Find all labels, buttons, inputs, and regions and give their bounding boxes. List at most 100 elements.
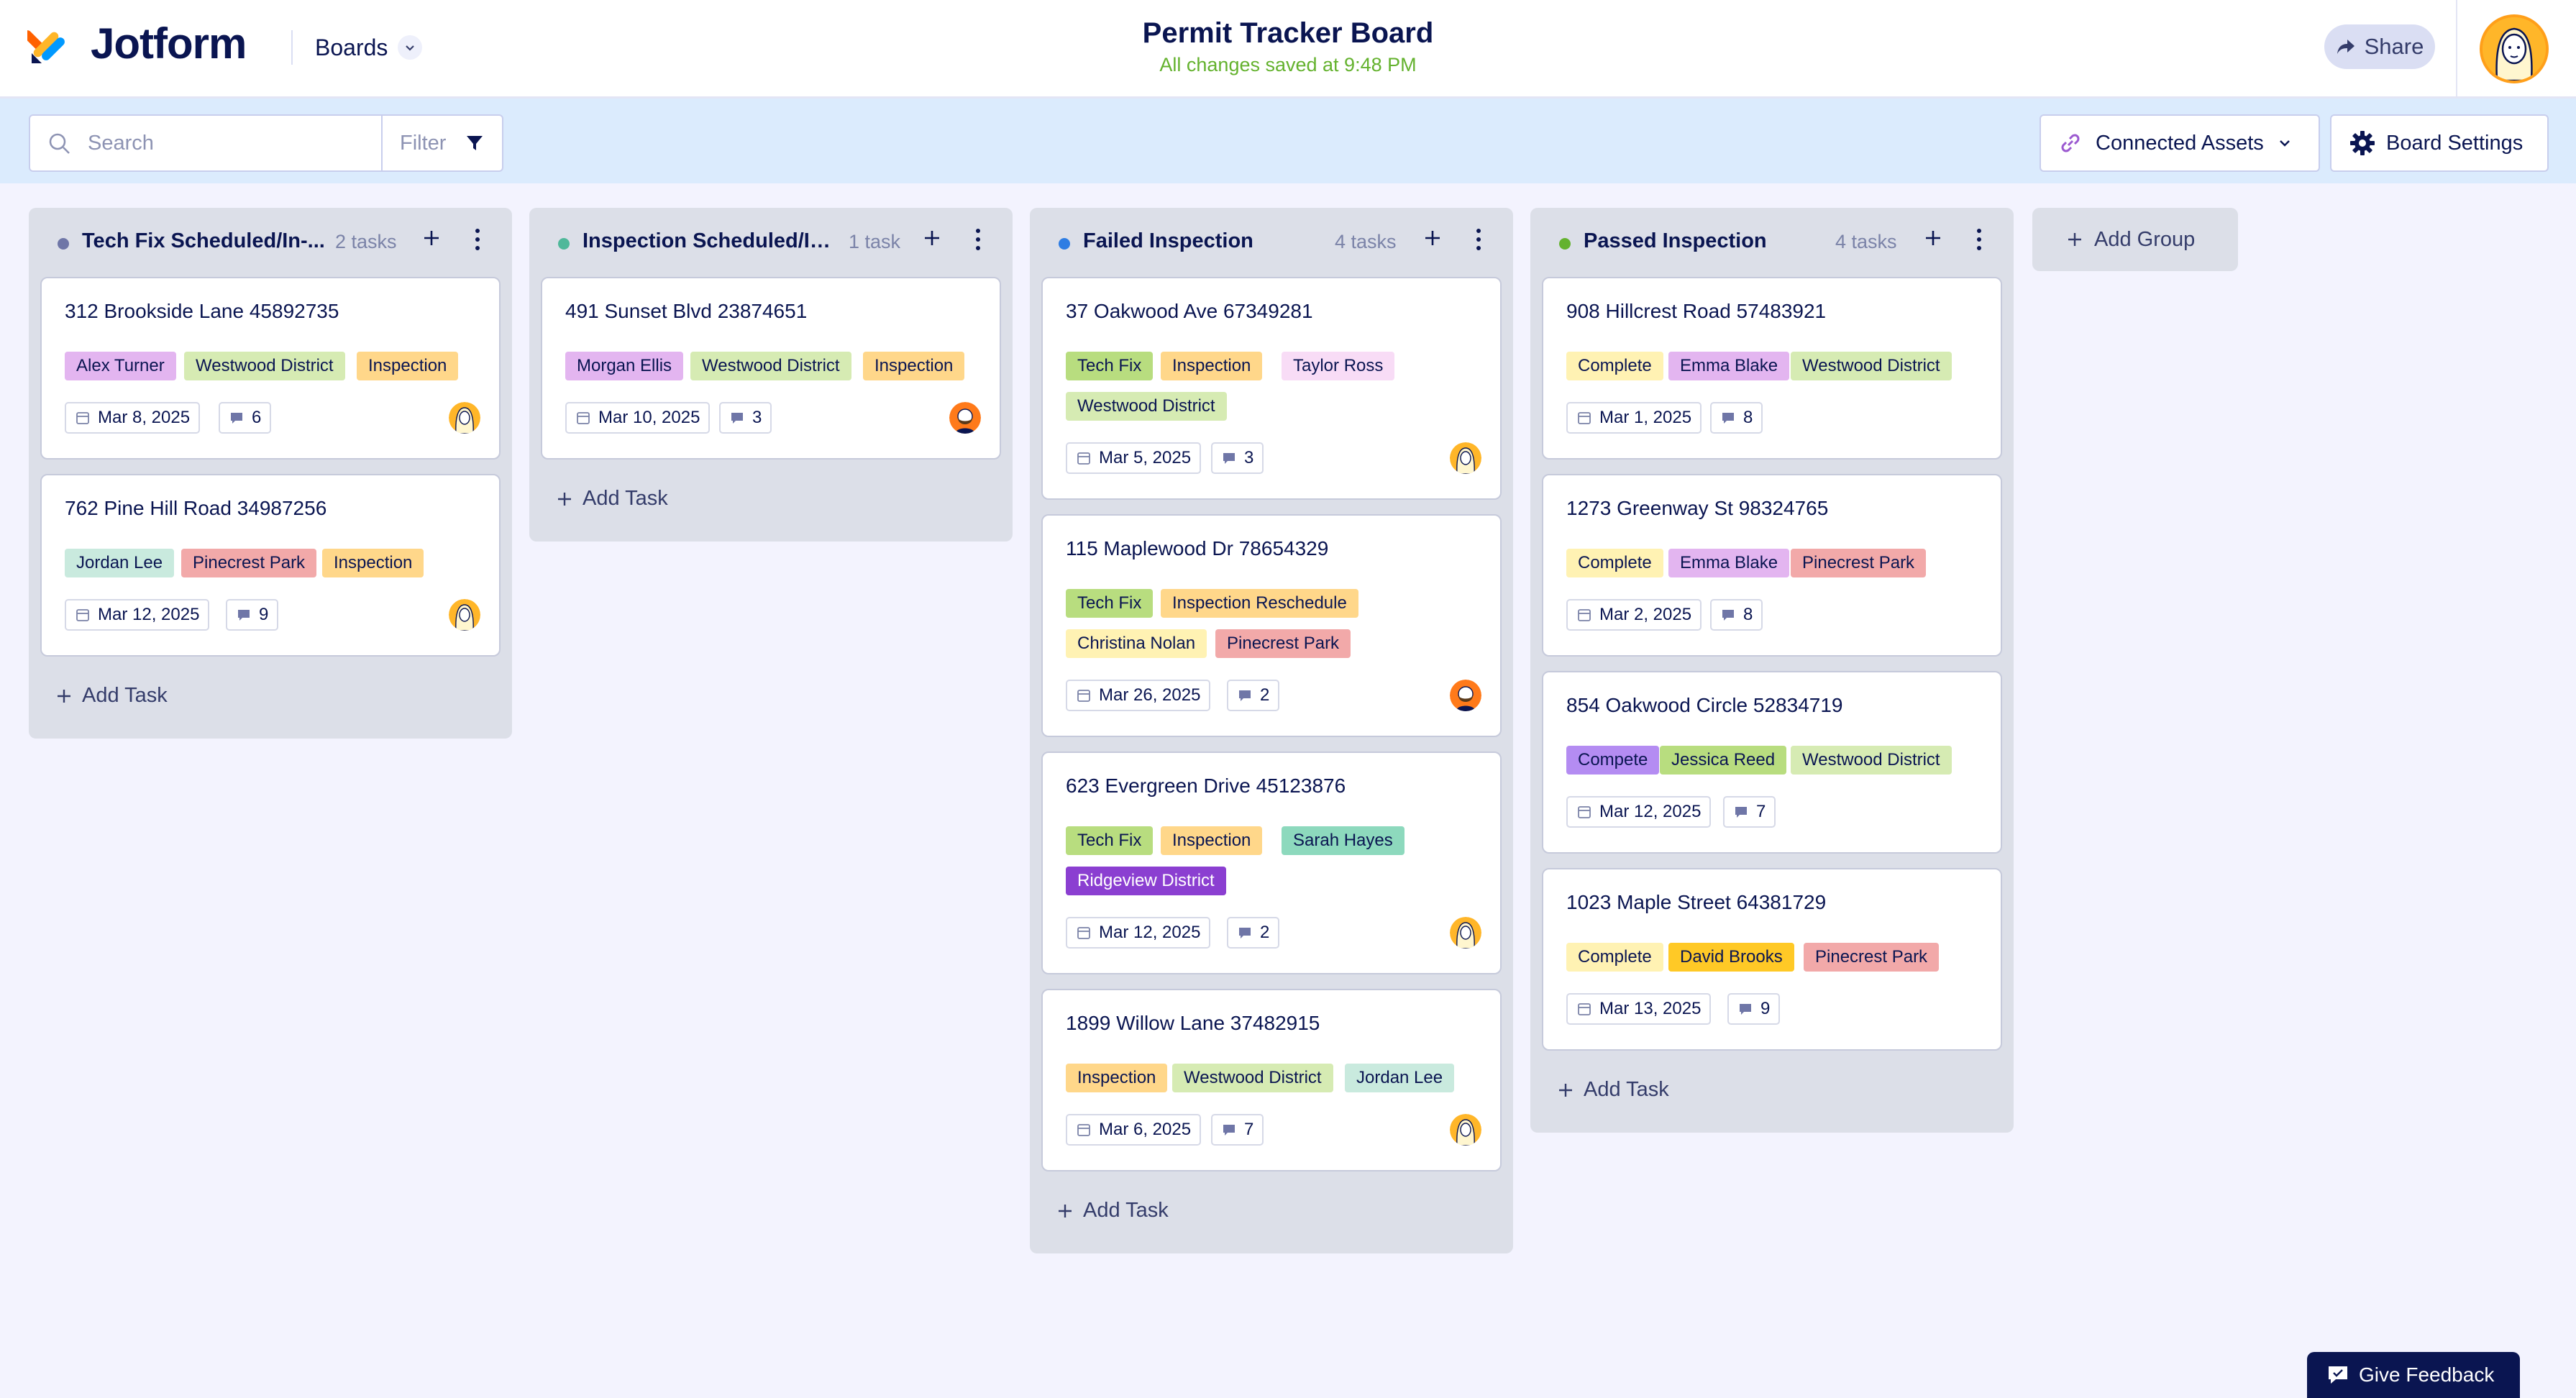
group-title[interactable]: Tech Fix Scheduled/In-... xyxy=(82,229,325,252)
task-card[interactable]: 312 Brookside Lane 45892735 Alex Turner … xyxy=(40,277,501,460)
comment-icon xyxy=(1223,1125,1235,1136)
group-title[interactable]: Inspection Scheduled/In... xyxy=(583,229,834,252)
search-input[interactable]: Search Filter xyxy=(29,114,503,172)
tag-label: Pinecrest Park xyxy=(1215,629,1351,658)
connected-assets-button[interactable]: Connected Assets xyxy=(2040,114,2320,172)
comment-count: 6 xyxy=(252,408,262,427)
due-date-chip[interactable]: Mar 8, 2025 xyxy=(65,402,201,434)
filter-button[interactable]: Filter xyxy=(400,132,447,155)
task-card[interactable]: 908 Hillcrest Road 57483921 Complete Emm… xyxy=(1542,277,2002,460)
add-group-button[interactable]: Add Group xyxy=(2032,208,2238,271)
due-date-chip[interactable]: Mar 10, 2025 xyxy=(565,402,711,434)
task-card[interactable]: 37 Oakwood Ave 67349281 Tech Fix Inspect… xyxy=(1041,277,1502,500)
add-task-plus-icon[interactable] xyxy=(1418,224,1447,252)
comments-chip[interactable]: 9 xyxy=(226,599,279,631)
task-card[interactable]: 762 Pine Hill Road 34987256 Jordan Lee P… xyxy=(40,474,501,657)
comment-icon xyxy=(1239,928,1251,938)
add-task-button[interactable]: Add Task xyxy=(1556,1078,1669,1102)
more-options-icon[interactable] xyxy=(971,227,985,252)
group-title[interactable]: Passed Inspection xyxy=(1584,229,1767,252)
comments-chip[interactable]: 6 xyxy=(219,402,272,434)
comment-count: 7 xyxy=(1244,1120,1254,1139)
tag-label: Complete xyxy=(1566,943,1663,972)
comments-chip[interactable]: 8 xyxy=(1710,402,1763,434)
comments-chip[interactable]: 9 xyxy=(1727,993,1781,1025)
add-task-plus-icon[interactable] xyxy=(417,224,446,252)
jotform-logo-icon[interactable] xyxy=(27,22,72,66)
task-card[interactable]: 623 Evergreen Drive 45123876 Tech Fix In… xyxy=(1041,751,1502,974)
avatar-yellow-icon[interactable] xyxy=(1450,917,1481,949)
give-feedback-button[interactable]: Give Feedback xyxy=(2307,1352,2520,1398)
tag-label: Tech Fix xyxy=(1066,352,1154,380)
due-date: Mar 1, 2025 xyxy=(1599,408,1692,427)
user-avatar-icon xyxy=(2483,17,2546,81)
task-card[interactable]: 491 Sunset Blvd 23874651 Morgan Ellis We… xyxy=(541,277,1001,460)
tag-label: Inspection xyxy=(1066,1064,1168,1092)
avatar-yellow-icon[interactable] xyxy=(449,599,480,631)
comments-chip[interactable]: 3 xyxy=(719,402,772,434)
due-date-chip[interactable]: Mar 1, 2025 xyxy=(1566,402,1702,434)
gear-icon xyxy=(2350,131,2375,155)
more-options-icon[interactable] xyxy=(470,227,485,252)
share-button[interactable]: Share xyxy=(2324,24,2435,69)
add-task-plus-icon[interactable] xyxy=(1919,224,1947,252)
share-label: Share xyxy=(2364,34,2424,59)
user-avatar[interactable] xyxy=(2480,14,2549,83)
group-title[interactable]: Failed Inspection xyxy=(1083,229,1253,252)
task-card[interactable]: 1023 Maple Street 64381729 Complete Davi… xyxy=(1542,868,2002,1051)
group-header: Failed Inspection 4 tasks xyxy=(1030,208,1513,274)
due-date-chip[interactable]: Mar 12, 2025 xyxy=(1066,917,1211,949)
chevron-down-icon xyxy=(2279,140,2290,147)
comment-icon xyxy=(1740,1004,1751,1015)
task-card[interactable]: 115 Maplewood Dr 78654329 Tech Fix Inspe… xyxy=(1041,514,1502,737)
app-logo-text[interactable]: Jotform xyxy=(91,19,247,68)
add-task-button[interactable]: Add Task xyxy=(1056,1199,1169,1223)
comment-count: 2 xyxy=(1260,923,1270,942)
more-options-icon[interactable] xyxy=(1471,227,1486,252)
due-date-chip[interactable]: Mar 12, 2025 xyxy=(65,599,210,631)
due-date: Mar 26, 2025 xyxy=(1099,685,1201,705)
tag-label: Inspection xyxy=(322,549,424,577)
comments-chip[interactable]: 7 xyxy=(1723,796,1776,828)
plus-icon xyxy=(2068,233,2081,246)
comments-chip[interactable]: 8 xyxy=(1710,599,1763,631)
boards-dropdown[interactable]: Boards xyxy=(315,29,423,66)
avatar-yellow-icon[interactable] xyxy=(449,402,480,434)
due-date-chip[interactable]: Mar 13, 2025 xyxy=(1566,993,1712,1025)
group-header: Tech Fix Scheduled/In-... 2 tasks xyxy=(29,208,512,274)
add-task-label: Add Task xyxy=(82,684,168,707)
due-date-chip[interactable]: Mar 5, 2025 xyxy=(1066,442,1202,474)
add-task-plus-icon[interactable] xyxy=(918,224,946,252)
due-date-chip[interactable]: Mar 26, 2025 xyxy=(1066,680,1211,711)
avatar-orange-icon[interactable] xyxy=(949,402,981,434)
comments-chip[interactable]: 7 xyxy=(1211,1114,1264,1146)
tag-label: Pinecrest Park xyxy=(181,549,317,577)
calendar-icon xyxy=(1578,412,1591,424)
add-task-button[interactable]: Add Task xyxy=(55,684,168,708)
comments-chip[interactable]: 2 xyxy=(1227,680,1280,711)
avatar-yellow-icon[interactable] xyxy=(1450,442,1481,474)
due-date-chip[interactable]: Mar 12, 2025 xyxy=(1566,796,1712,828)
avatar-orange-icon[interactable] xyxy=(1450,680,1481,711)
tag-label: Complete xyxy=(1566,352,1663,380)
due-date: Mar 5, 2025 xyxy=(1099,448,1192,467)
comment-icon xyxy=(1223,453,1235,464)
task-card[interactable]: 854 Oakwood Circle 52834719 Compete Jess… xyxy=(1542,671,2002,854)
board-settings-button[interactable]: Board Settings xyxy=(2330,114,2549,172)
task-card[interactable]: 1899 Willow Lane 37482915 Inspection Wes… xyxy=(1041,989,1502,1171)
tag-label: Sarah Hayes xyxy=(1282,826,1405,855)
comments-chip[interactable]: 2 xyxy=(1227,917,1280,949)
calendar-icon xyxy=(76,609,89,621)
page-title[interactable]: Permit Tracker Board xyxy=(1142,17,1434,49)
due-date-chip[interactable]: Mar 2, 2025 xyxy=(1566,599,1702,631)
filter-icon[interactable] xyxy=(465,133,485,153)
avatar-yellow-icon[interactable] xyxy=(1450,1114,1481,1146)
more-options-icon[interactable] xyxy=(1972,227,1986,252)
task-card[interactable]: 1273 Greenway St 98324765 Complete Emma … xyxy=(1542,474,2002,657)
comments-chip[interactable]: 3 xyxy=(1211,442,1264,474)
add-task-label: Add Task xyxy=(1584,1078,1669,1101)
group-task-count: 4 tasks xyxy=(1835,231,1897,252)
add-task-button[interactable]: Add Task xyxy=(555,487,668,511)
tag-label: Inspection xyxy=(1161,826,1263,855)
due-date-chip[interactable]: Mar 6, 2025 xyxy=(1066,1114,1202,1146)
